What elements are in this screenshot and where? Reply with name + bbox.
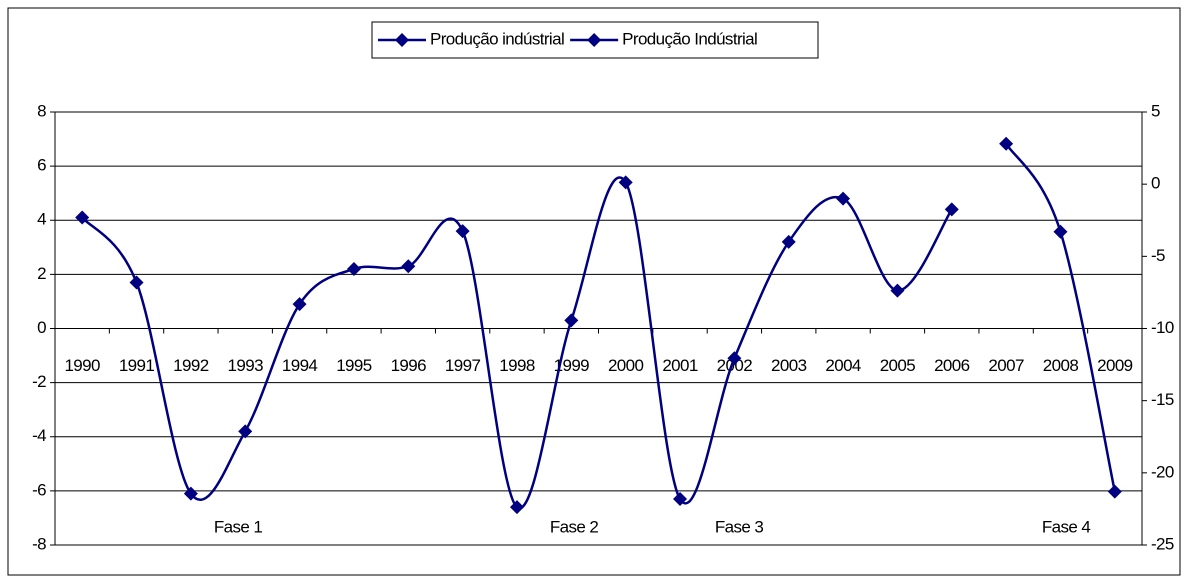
series-line (1005, 143, 1117, 492)
y2-tick-label: -15 (1151, 390, 1174, 409)
x-tick-label: 1998 (499, 356, 535, 375)
x-tick-label: 1996 (391, 356, 427, 375)
x-tick-label: 1993 (228, 356, 264, 375)
legend-marker (587, 33, 602, 47)
marker (292, 297, 307, 312)
y-tick-label: -8 (32, 534, 46, 553)
y2-tick-label: -25 (1151, 534, 1174, 553)
y2-tick-label: -20 (1151, 462, 1174, 481)
marker (781, 234, 796, 249)
marker (1053, 224, 1068, 239)
marker (509, 500, 524, 515)
y-tick-label: 0 (37, 318, 46, 337)
legend-marker (395, 33, 409, 47)
x-tick-label: 2000 (608, 356, 644, 375)
x-tick-label: 1994 (282, 356, 318, 375)
marker (129, 275, 144, 290)
x-tick-label: 1990 (64, 356, 100, 375)
x-tick-label: 2003 (771, 356, 807, 375)
y-tick-label: 6 (37, 156, 46, 175)
x-tick-label: 2004 (825, 356, 861, 375)
marker (238, 424, 253, 439)
annotation: Fase 1 (214, 517, 263, 536)
marker (1107, 484, 1122, 499)
x-tick-label: 1997 (445, 356, 481, 375)
annotation: Fase 4 (1042, 517, 1091, 536)
marker (618, 175, 633, 190)
y2-tick-label: -10 (1151, 318, 1174, 337)
marker (999, 136, 1014, 151)
marker (836, 191, 851, 206)
x-tick-label: 1992 (173, 356, 209, 375)
marker (401, 259, 416, 274)
marker (183, 486, 198, 501)
x-tick-label: 2002 (717, 356, 753, 375)
y-tick-label: -2 (32, 372, 46, 391)
x-tick-label: 2007 (988, 356, 1024, 375)
x-tick-label: 1991 (119, 356, 155, 375)
y-tick-label: 4 (37, 210, 46, 229)
x-tick-label: 2001 (662, 356, 698, 375)
x-tick-label: 2009 (1097, 356, 1133, 375)
marker (727, 351, 742, 366)
marker (455, 224, 470, 239)
marker (944, 202, 959, 217)
y2-tick-label: -5 (1151, 246, 1165, 265)
annotation: Fase 2 (550, 517, 599, 536)
annotation: Fase 3 (715, 517, 764, 536)
x-tick-label: 2008 (1043, 356, 1079, 375)
y-tick-label: -6 (32, 480, 46, 499)
x-tick-label: 1999 (554, 356, 590, 375)
x-tick-label: 1995 (336, 356, 372, 375)
y-tick-label: -4 (32, 426, 46, 445)
legend-label: Produção Indústrial (622, 29, 757, 48)
marker (673, 491, 688, 506)
x-tick-label: 2005 (880, 356, 916, 375)
x-tick-label: 2006 (934, 356, 970, 375)
y2-tick-label: 5 (1151, 101, 1160, 120)
marker (564, 313, 579, 328)
marker (890, 283, 905, 298)
y-tick-label: 8 (37, 101, 46, 120)
y-tick-label: 2 (37, 264, 46, 283)
y2-tick-label: 0 (1151, 174, 1160, 193)
marker (75, 210, 90, 225)
legend-label: Produção indústrial (430, 29, 564, 48)
marker (346, 261, 361, 276)
